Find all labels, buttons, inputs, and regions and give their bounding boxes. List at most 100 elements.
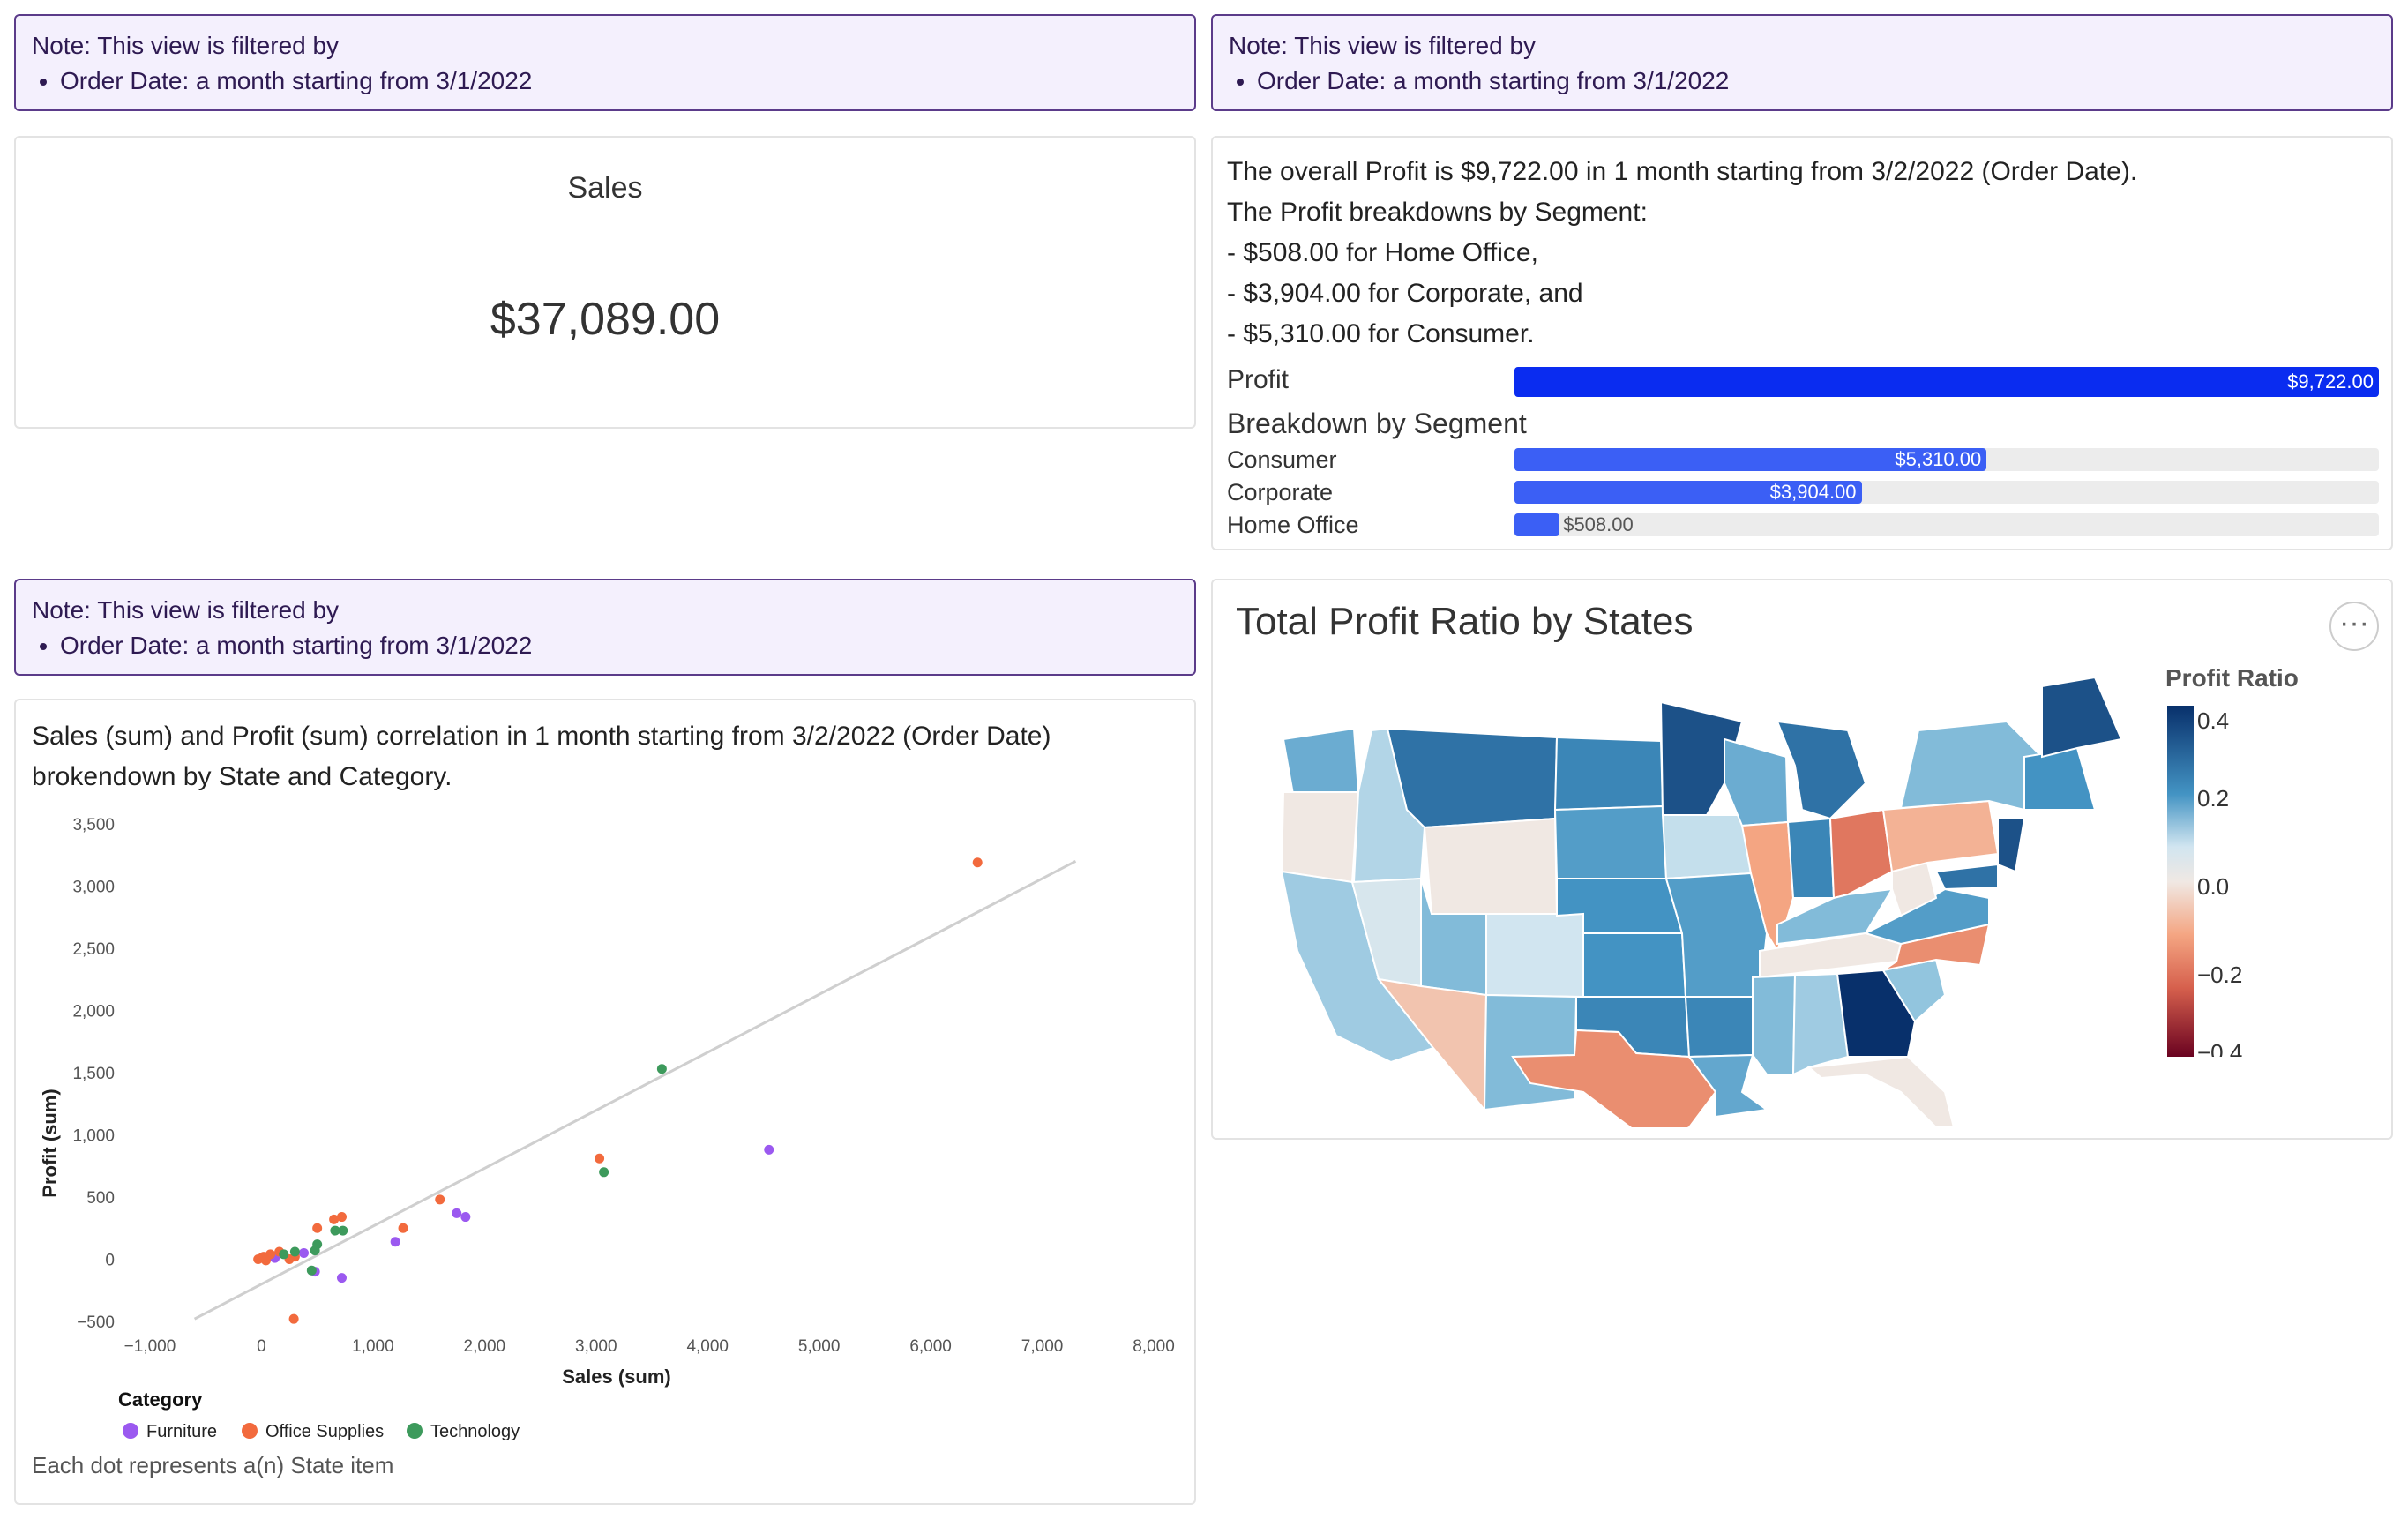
legend-tick: −0.4 [2197,1039,2242,1057]
segment-bar-consumer: $5,310.00 [1514,448,1987,471]
y-tick-label: 3,500 [72,816,115,834]
legend-tick: 0.2 [2197,785,2229,812]
x-tick-label: 5,000 [798,1337,841,1356]
summary-line-1: The overall Profit is $9,722.00 in 1 mon… [1227,157,2138,186]
point-technology [289,1246,300,1257]
x-tick-label: 3,000 [575,1337,617,1356]
legend-tick: −0.2 [2197,962,2242,988]
legend-gradient [2167,706,2194,1057]
state-me [2041,676,2123,759]
note-heading: Note: This view is filtered by [32,32,340,59]
state-nj [1997,818,2026,873]
point-technology [310,1246,320,1256]
state-mt [1386,727,1559,829]
y-tick-label: −500 [77,1313,115,1332]
scatter-footnote: Each dot represents a(n) State item [32,1452,394,1478]
y-tick-label: 0 [105,1252,115,1270]
segment-track-consumer: $5,310.00 [1514,448,2379,471]
kpi-title: Sales [567,171,643,205]
legend-tick: 0.0 [2197,873,2229,900]
sales-kpi-card: Sales $37,089.00 [14,136,1196,429]
state-or [1280,791,1360,884]
point-furniture [764,1144,774,1155]
state-nm [1483,993,1578,1111]
more-horizontal-icon[interactable]: ··· [2329,602,2379,651]
point-office-supplies [253,1254,264,1264]
legend-title: Profit Ratio [2165,664,2299,692]
legend-item: Office Supplies [265,1422,384,1441]
filter-note-2: Note: This view is filtered by Order Dat… [1211,14,2393,111]
x-tick-label: 6,000 [909,1337,952,1356]
note-filter: Order Date: a month starting from 3/1/20… [1257,64,2375,99]
note-heading: Note: This view is filtered by [1229,32,1537,59]
state-co [1485,913,1584,999]
state-nd [1553,736,1664,812]
y-tick-label: 1,000 [72,1127,115,1146]
summary-line-3: - $508.00 for Home Office, [1227,238,1538,267]
summary-line-4: - $3,904.00 for Corporate, and [1227,279,1583,308]
trend-line [193,859,1077,1321]
state-pa [1881,799,2000,873]
x-tick-label: −1,000 [124,1337,176,1356]
y-tick-label: 3,000 [72,879,115,897]
point-technology [279,1249,289,1260]
point-technology [656,1064,667,1074]
state-ia [1661,814,1753,880]
point-office-supplies [329,1214,340,1224]
kpi-value: $37,089.00 [490,294,721,345]
state-sd [1553,804,1668,879]
legend-title: Category [118,1388,203,1410]
x-tick-label: 8,000 [1133,1337,1175,1356]
map-card: Total Profit Ratio by States ··· Profit … [1211,579,2393,1140]
note-heading: Note: This view is filtered by [32,596,340,624]
legend-swatch [242,1423,258,1439]
point-technology [599,1167,609,1178]
y-tick-label: 2,000 [72,1003,115,1021]
point-office-supplies [288,1313,299,1324]
y-tick-label: 2,500 [72,940,115,959]
state-ks [1582,932,1687,998]
note-filter: Order Date: a month starting from 3/1/20… [60,64,1178,99]
x-tick-label: 1,000 [352,1337,394,1356]
state-wa [1282,727,1360,801]
point-technology [306,1265,317,1276]
state-mn [1659,700,1744,816]
state-ms [1752,974,1797,1075]
x-tick-label: 2,000 [464,1337,506,1356]
segment-value-home-office: $508.00 [1563,513,1634,535]
state-ga [1836,969,1917,1058]
point-technology [330,1225,340,1236]
scatter-card: Sales (sum) and Profit (sum) correlation… [14,699,1196,1505]
filter-note-1: Note: This view is filtered by Order Dat… [14,14,1196,111]
breakdown-label: Breakdown by Segment [1227,408,1527,439]
x-axis-title: Sales (sum) [562,1366,671,1388]
segment-bar-corporate: $3,904.00 [1514,481,1862,504]
point-office-supplies [261,1255,272,1266]
summary-line-2: The Profit breakdowns by Segment: [1227,198,1648,227]
legend-item: Furniture [146,1422,217,1441]
filter-note-3: Note: This view is filtered by Order Dat… [14,579,1196,676]
point-office-supplies [336,1212,347,1223]
segment-label-consumer: Consumer [1227,446,1337,473]
segment-label-home-office: Home Office [1227,512,1359,538]
state-fl [1806,1055,1956,1127]
summary-line-5: - $5,310.00 for Consumer. [1227,319,1535,348]
scatter-description: Sales (sum) and Profit (sum) correlation… [32,722,1051,791]
state-ar [1684,996,1761,1059]
legend-swatch [123,1423,138,1439]
scatter-chart: 3,500 3,000 2,500 2,000 1,500 1,000 500 0 −500 −1… [39,816,1175,1441]
point-furniture [336,1273,347,1283]
point-office-supplies [972,857,983,868]
profit-bar: $9,722.00 [1514,367,2379,397]
x-tick-label: 4,000 [686,1337,729,1356]
state-wy [1423,817,1559,917]
state-mi [1776,720,1867,820]
point-office-supplies [595,1153,605,1164]
segment-track-corporate: $3,904.00 [1514,481,2379,504]
x-tick-label: 7,000 [1021,1337,1064,1356]
profit-summary-card: The overall Profit is $9,722.00 in 1 mon… [1211,136,2393,550]
map-title: Total Profit Ratio by States [1236,600,1694,643]
point-technology [338,1225,348,1236]
state-ne-east [2023,746,2097,811]
legend-tick: 0.4 [2197,707,2229,734]
